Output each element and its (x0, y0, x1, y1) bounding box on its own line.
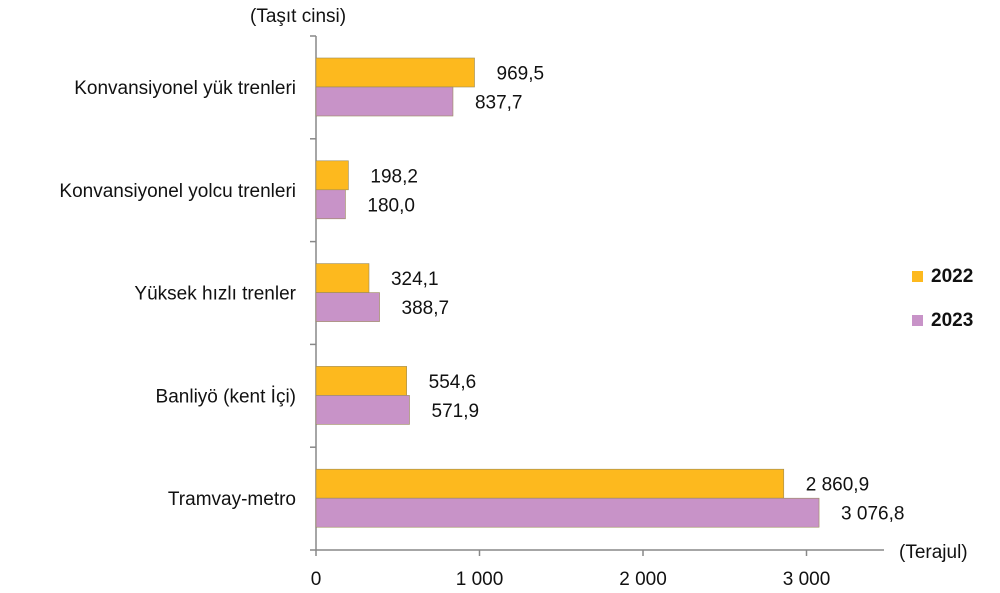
legend-label-2022: 2022 (931, 266, 973, 287)
x-axis-title: (Terajul) (899, 542, 968, 563)
legend-label-2023: 2023 (931, 310, 973, 331)
category-label: Konvansiyonel yolcu trenleri (59, 181, 296, 202)
category-label: Konvansiyonel yük trenleri (74, 78, 296, 99)
bar-2022 (315, 57, 475, 88)
category-label: Banliyö (kent İçi) (156, 386, 296, 407)
x-tick-label: 1 000 (456, 569, 504, 590)
legend: 2022 2023 (912, 266, 973, 331)
data-label-2023: 3 076,8 (841, 504, 904, 525)
data-label-2022: 969,5 (497, 64, 545, 85)
bar-2023 (315, 189, 346, 220)
category-labels: Konvansiyonel yük trenleri Konvansiyonel … (59, 78, 296, 510)
legend-swatch-2023 (912, 315, 923, 326)
x-tick-label: 0 (311, 569, 322, 590)
data-label-2023: 180,0 (367, 195, 415, 216)
data-label-2022: 554,6 (429, 372, 477, 393)
data-label-2022: 324,1 (391, 269, 439, 290)
bar-2022 (315, 468, 785, 499)
bar-2023 (315, 292, 380, 322)
y-axis-title: (Taşıt cinsi) (250, 6, 346, 27)
category-label: Tramvay-metro (168, 489, 296, 510)
bar-2022 (315, 263, 370, 293)
x-tick-label: 2 000 (619, 569, 667, 590)
bar-2023 (315, 395, 410, 425)
value-ticks: 0 1 000 2 000 3 000 (311, 550, 831, 590)
category-label: Yüksek hızlı trenler (134, 284, 296, 305)
bar-2023 (315, 86, 454, 117)
data-label-2022: 2 860,9 (806, 475, 869, 496)
category-ticks (310, 35, 316, 551)
data-label-2023: 388,7 (402, 298, 450, 319)
data-label-2023: 571,9 (432, 401, 480, 422)
data-label-2023: 837,7 (475, 93, 523, 114)
data-label-2022: 198,2 (370, 166, 418, 187)
bar-2022 (315, 160, 349, 191)
x-tick-label: 3 000 (783, 569, 831, 590)
bar-2023 (315, 497, 820, 528)
legend-swatch-2022 (912, 271, 923, 282)
bar-2022 (315, 366, 407, 396)
bars: 969,5 837,7 198,2 180,0 324,1 388,7 554,6 571,9… (315, 57, 904, 528)
